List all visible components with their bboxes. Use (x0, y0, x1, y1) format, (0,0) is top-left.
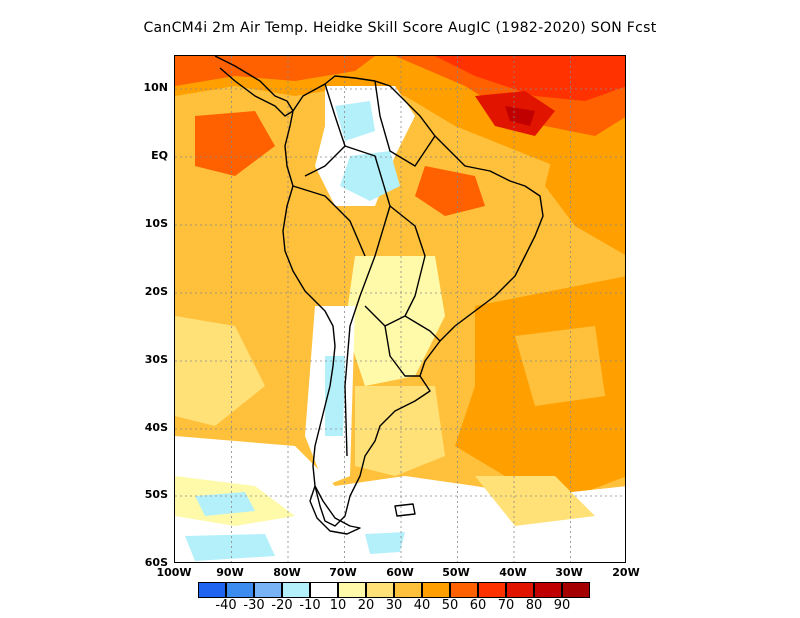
skill-region-40-pampas (355, 386, 445, 476)
colorbar-label: -30 (243, 598, 265, 613)
lat-label-50s: 50S (144, 488, 168, 501)
skill-region-negative-north (335, 101, 375, 141)
colorbar-label: 90 (553, 598, 571, 613)
colorbar-swatch (394, 582, 422, 598)
border-countries-5 (404, 315, 441, 342)
lon-label-50w: 50W (442, 566, 470, 579)
lat-label-40s: 40S (144, 421, 168, 434)
coast-south-america (282, 75, 544, 527)
lon-label-80w: 80W (273, 566, 301, 579)
colorbar-swatch (226, 582, 254, 598)
lat-label-20s: 20S (144, 285, 168, 298)
skill-region-50-atlantic (515, 326, 605, 406)
skill-region-40-pacific (175, 316, 265, 426)
colorbar-swatch (310, 582, 338, 598)
colorbar-label: 60 (469, 598, 487, 613)
skill-region-70-ne-brazil (415, 166, 485, 216)
skill-region-negative-andes (325, 356, 345, 436)
colorbar-label: 70 (497, 598, 515, 613)
skill-map (174, 55, 626, 563)
border-countries-3 (344, 145, 391, 457)
skill-region-negative-south-1 (185, 534, 275, 561)
map-canvas (175, 56, 625, 562)
colorbar-swatch (450, 582, 478, 598)
colorbar-label: -20 (271, 598, 293, 613)
skill-region-80 (435, 56, 625, 101)
colorbar-label: 10 (329, 598, 347, 613)
border-countries-7 (292, 185, 366, 257)
colorbar-swatch (254, 582, 282, 598)
skill-region-neutral-south (175, 436, 625, 562)
skill-region-70-nw (175, 56, 375, 86)
colorbar-swatch (506, 582, 534, 598)
lon-label-70w: 70W (329, 566, 357, 579)
coastlines (214, 56, 544, 535)
lon-label-100w: 100W (156, 566, 192, 579)
colorbar-swatch (282, 582, 310, 598)
colorbar-swatch (562, 582, 590, 598)
colorbar-label: 40 (413, 598, 431, 613)
colorbar-label: 30 (385, 598, 403, 613)
colorbar-swatch (198, 582, 226, 598)
border-countries-6 (384, 325, 420, 377)
lon-label-60w: 60W (386, 566, 414, 579)
map-grid (175, 56, 625, 562)
skill-region-negative-southwest (195, 492, 255, 516)
lon-label-30w: 30W (555, 566, 583, 579)
lat-label-30s: 30S (144, 353, 168, 366)
lat-label-60s: 60S (144, 556, 168, 569)
skill-region-100 (505, 106, 535, 126)
coast-falklands (394, 503, 416, 517)
lat-label-eq: EQ (151, 149, 168, 162)
colorbar-swatch (422, 582, 450, 598)
colorbar-label: 80 (525, 598, 543, 613)
colorbar-label: -40 (215, 598, 237, 613)
colorbar-label: 20 (357, 598, 375, 613)
colorbar-swatch (478, 582, 506, 598)
border-countries-2 (374, 80, 436, 167)
lon-label-20w: 20W (612, 566, 640, 579)
colorbar-label: 50 (441, 598, 459, 613)
lat-label-10s: 10S (144, 217, 168, 230)
coast-tierra-del-fuego (309, 485, 361, 535)
chart-title: CanCM4i 2m Air Temp. Heidke Skill Score … (143, 20, 657, 36)
colorbar-swatch (338, 582, 366, 598)
skill-region-negative-south-2 (365, 532, 405, 554)
colorbar-swatch (534, 582, 562, 598)
lat-label-10n: 10N (143, 81, 168, 94)
colorbar-label: -10 (299, 598, 321, 613)
skill-region-70-pacific (195, 111, 275, 176)
colorbar-swatch (366, 582, 394, 598)
lon-label-40w: 40W (499, 566, 527, 579)
lon-label-90w: 90W (216, 566, 244, 579)
skill-region-40-south-atlantic (475, 476, 595, 526)
